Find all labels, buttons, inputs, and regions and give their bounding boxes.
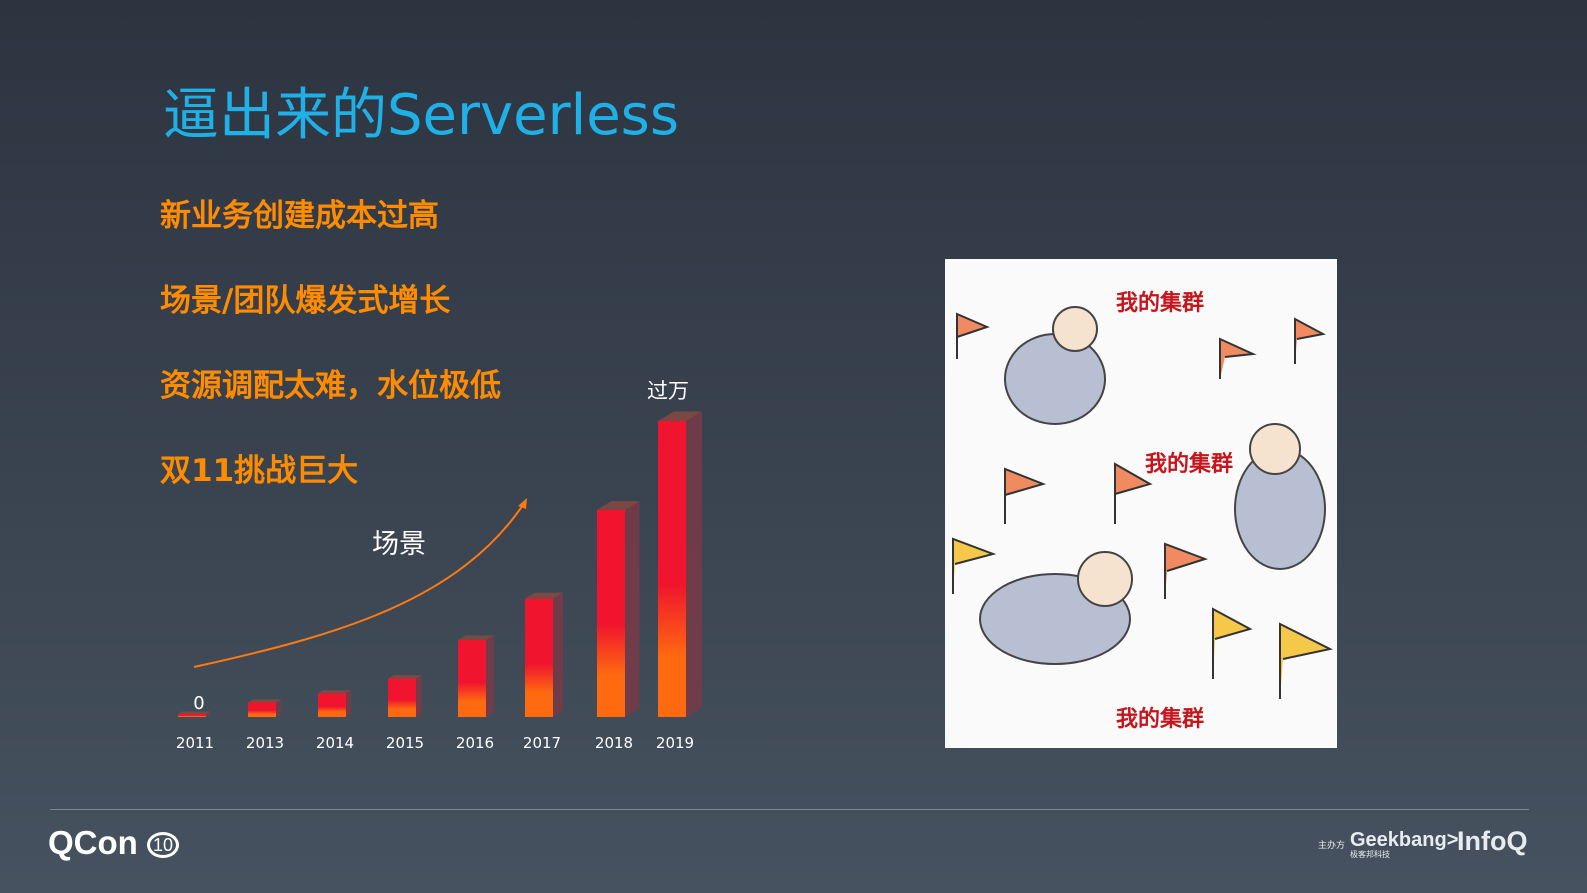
x-tick-label: 2011	[176, 734, 214, 752]
qcon-10-mark: 10	[147, 831, 180, 858]
trend-arrowhead	[518, 498, 527, 509]
x-tick-label: 2019	[656, 734, 694, 752]
bullet-3: 资源调配太难，水位极低	[160, 368, 501, 404]
infoq-logo: InfoQ	[1457, 826, 1528, 856]
bar-top-2013	[248, 699, 281, 703]
x-tick-label: 2014	[316, 734, 354, 752]
x-tick-label: 2013	[246, 734, 284, 752]
bar-2015	[388, 678, 416, 717]
bullet-1: 新业务创建成本过高	[160, 198, 439, 234]
bullet-4: 双11挑战巨大	[160, 453, 359, 489]
bar-side-2018	[625, 501, 640, 717]
bar-top-2018	[597, 501, 640, 510]
bar-2013	[248, 702, 276, 717]
slide-title: 逼出来的Serverless	[163, 83, 680, 148]
bullet-2: 场景/团队爆发式增长	[160, 283, 451, 319]
geekbang-logo: Geekbang>. 极客邦科技	[1350, 829, 1464, 860]
bar-2011	[178, 714, 206, 717]
bar-2014	[318, 693, 346, 717]
bar-side-2019	[686, 411, 702, 717]
cluster-label-3: 我的集群	[1116, 707, 1205, 732]
qcon-wordmark: QCon	[48, 824, 138, 861]
bar-2018	[597, 509, 625, 717]
bar-side-2016	[486, 635, 494, 717]
data-label-first: 0	[193, 693, 204, 714]
x-tick-label: 2016	[456, 734, 494, 752]
growth-bar-chart: 2011 2013 2014 2015 2016 2017 2018 2019 0 过万 场景	[176, 379, 702, 752]
bar-side-2017	[553, 592, 563, 717]
cluster-label-1: 我的集群	[1116, 291, 1205, 316]
geekbang-wordmark: Geekbang>.	[1350, 829, 1464, 851]
data-label-last: 过万	[647, 379, 689, 403]
bar-2016	[458, 640, 486, 717]
bar-side-2014	[346, 690, 352, 717]
x-tick-label: 2018	[595, 734, 633, 752]
cluster-cartoon: 我的集群 我的集群 我的集群	[945, 259, 1337, 748]
sponsor-label: 主办方	[1318, 840, 1346, 850]
footer-divider	[50, 809, 1529, 810]
x-tick-label: 2017	[523, 734, 561, 752]
bar-top-2015	[388, 674, 422, 679]
bar-top-2017	[525, 592, 563, 599]
bar-side-2013	[276, 699, 281, 717]
cluster-label-2: 我的集群	[1145, 452, 1234, 477]
bar-2019	[658, 421, 686, 717]
qcon-logo: QCon 10	[48, 824, 180, 862]
trend-arrow	[193, 501, 526, 668]
bar-top-2016	[458, 635, 494, 641]
bar-side-2011	[206, 711, 211, 717]
trend-annotation: 场景	[372, 529, 426, 560]
bar-2017	[525, 598, 553, 717]
bar-top-2011	[178, 711, 211, 714]
x-tick-label: 2015	[386, 734, 424, 752]
geekbang-chinese-name: 极客邦科技	[1350, 850, 1390, 859]
flags-illustration	[952, 306, 1334, 699]
bar-top-2019	[658, 411, 702, 421]
bar-top-2014	[318, 690, 352, 694]
bar-side-2015	[416, 674, 422, 717]
